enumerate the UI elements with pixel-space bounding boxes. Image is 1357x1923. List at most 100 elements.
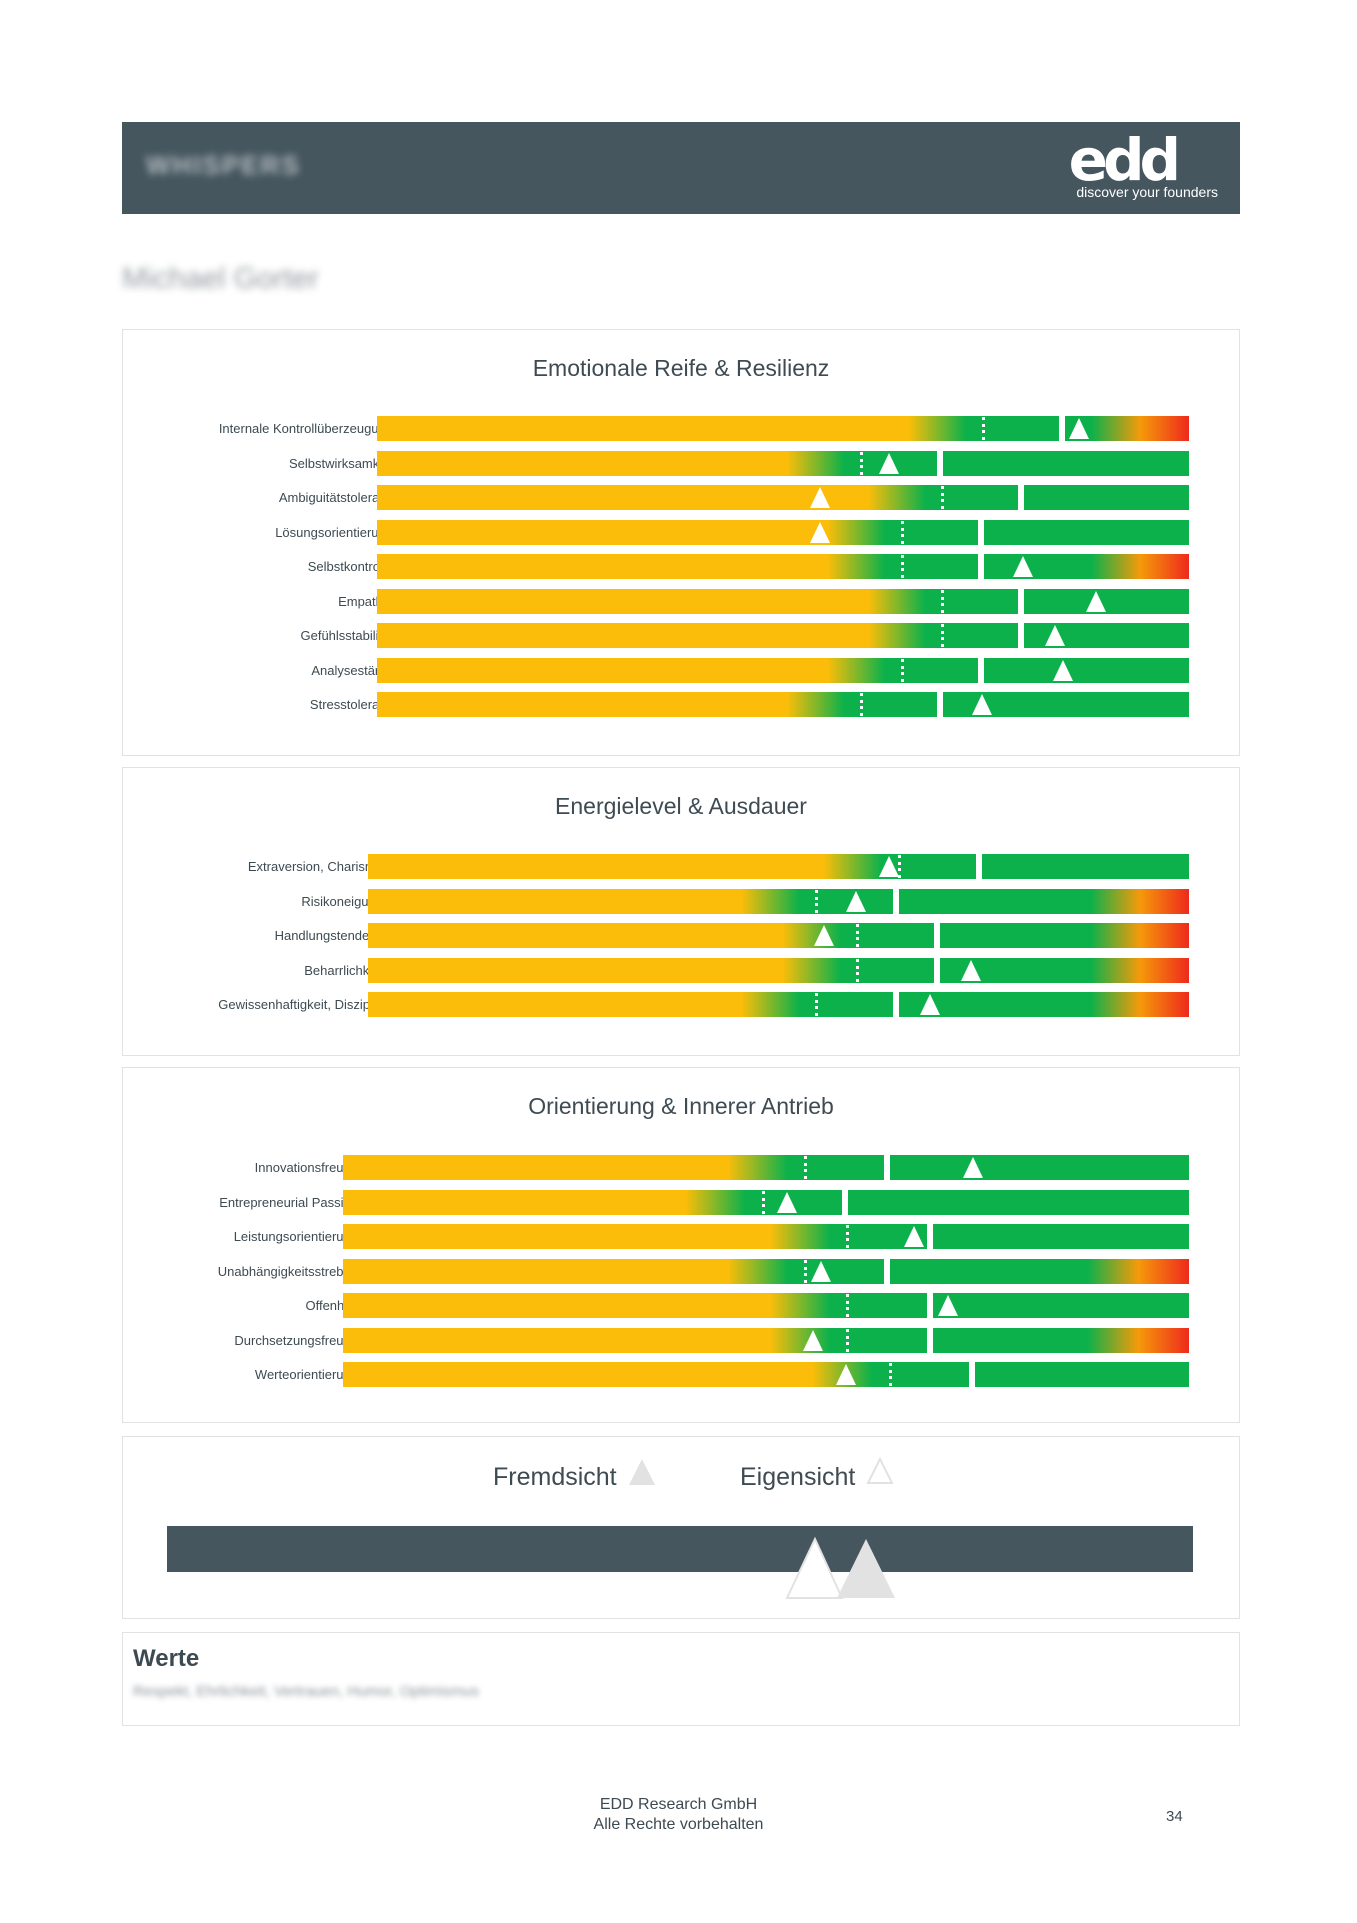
footer: EDD Research GmbH Alle Rechte vorbehalte… bbox=[0, 1795, 1357, 1835]
score-bar-separator bbox=[969, 1362, 975, 1387]
werte-panel: Werte Respekt, Ehrlichkeit, Vertrauen, H… bbox=[122, 1632, 1240, 1726]
external-assessment-triangle-icon bbox=[811, 1260, 831, 1282]
external-assessment-triangle-icon bbox=[904, 1226, 924, 1247]
score-bar bbox=[343, 1224, 1189, 1249]
score-bar bbox=[343, 1155, 1189, 1180]
legend-self-label: Eigensicht bbox=[740, 1463, 856, 1491]
self-assessment-marker bbox=[762, 1190, 765, 1214]
legend-scale-bar bbox=[167, 1526, 1193, 1572]
score-bar bbox=[377, 485, 1189, 510]
score-bar bbox=[368, 923, 1189, 948]
score-bar-separator bbox=[934, 957, 940, 983]
score-row: Empathie bbox=[123, 588, 1239, 614]
score-bar bbox=[377, 588, 1189, 614]
score-bar bbox=[377, 450, 1189, 476]
score-row: Entrepreneurial Passion bbox=[123, 1189, 1239, 1215]
score-bar-separator bbox=[978, 657, 984, 683]
score-row: Selbstwirksamkeit bbox=[123, 450, 1239, 476]
score-bar bbox=[343, 1293, 1189, 1318]
score-row: Ambiguitätstoleranz bbox=[123, 485, 1239, 510]
score-row: Extraversion, Charisma bbox=[123, 854, 1239, 879]
score-row: Unabhängigkeitsstreben bbox=[123, 1258, 1239, 1284]
score-bar bbox=[377, 554, 1189, 579]
score-bar-separator bbox=[1018, 588, 1024, 614]
score-row-label: Leistungsorientierung bbox=[233, 1229, 358, 1244]
legend-self-triangle-outline-icon bbox=[866, 1457, 894, 1484]
score-row: Internale Kontrollüberzeugung bbox=[123, 416, 1239, 441]
score-row-label: Entrepreneurial Passion bbox=[219, 1194, 358, 1210]
self-assessment-marker bbox=[898, 855, 901, 878]
legend-external-triangle-icon bbox=[629, 1459, 655, 1485]
external-assessment-triangle-icon bbox=[920, 994, 940, 1015]
score-row-label: Ambiguitätstoleranz bbox=[278, 490, 393, 505]
self-assessment-marker bbox=[941, 486, 944, 509]
self-assessment-marker bbox=[941, 624, 944, 647]
external-assessment-triangle-icon bbox=[777, 1191, 797, 1213]
score-row: Analysestärke bbox=[123, 657, 1239, 683]
score-row-label: Werteorientierung bbox=[254, 1367, 358, 1382]
score-row-label: Lösungsorientierung bbox=[275, 524, 393, 540]
score-bar-separator bbox=[927, 1224, 933, 1249]
score-row-label: Gefühlsstabilität bbox=[300, 628, 394, 643]
self-assessment-marker bbox=[860, 451, 863, 475]
external-assessment-triangle-icon bbox=[972, 694, 992, 715]
score-row-label: Beharrlichkeit bbox=[304, 962, 383, 978]
self-assessment-marker bbox=[856, 958, 859, 982]
score-row: Durchsetzungsfreude bbox=[123, 1327, 1239, 1353]
score-bar bbox=[343, 1189, 1189, 1215]
self-assessment-marker bbox=[846, 1225, 849, 1248]
external-assessment-triangle-icon bbox=[810, 521, 830, 543]
score-bar bbox=[377, 519, 1189, 545]
page-number: 34 bbox=[1166, 1808, 1183, 1825]
external-assessment-triangle-icon bbox=[803, 1329, 823, 1351]
logo-mark: edd bbox=[1068, 126, 1181, 194]
edd-logo: edd discover your founders bbox=[1038, 126, 1218, 204]
self-assessment-marker bbox=[901, 658, 904, 682]
score-bar-separator bbox=[1059, 416, 1065, 441]
self-assessment-marker bbox=[804, 1259, 807, 1283]
score-bar-separator bbox=[893, 888, 899, 914]
section-panel-emotionale-reife: Emotionale Reife & Resilienz Internale K… bbox=[122, 329, 1240, 756]
score-bar bbox=[368, 888, 1189, 914]
external-assessment-triangle-icon bbox=[810, 487, 830, 508]
section-panel-energielevel: Energielevel & Ausdauer Extraversion, Ch… bbox=[122, 767, 1240, 1056]
self-assessment-marker bbox=[804, 1156, 807, 1179]
score-bar-separator bbox=[893, 992, 899, 1017]
score-row: Gewissenhaftigkeit, Disziplin bbox=[123, 992, 1239, 1017]
external-assessment-triangle-icon bbox=[879, 452, 899, 474]
werte-title: Werte bbox=[133, 1645, 200, 1672]
score-row-label: Analysestärke bbox=[311, 662, 393, 678]
score-bar bbox=[343, 1362, 1189, 1387]
score-bar-separator bbox=[1018, 623, 1024, 648]
score-row-label: Durchsetzungsfreude bbox=[234, 1332, 358, 1348]
score-row: Offenheit bbox=[123, 1293, 1239, 1318]
score-bar-separator bbox=[927, 1327, 933, 1353]
score-row: Werteorientierung bbox=[123, 1362, 1239, 1387]
self-assessment-marker bbox=[889, 1363, 892, 1386]
score-row-label: Stresstoleranz bbox=[309, 697, 393, 712]
score-row: Leistungsorientierung bbox=[123, 1224, 1239, 1249]
legend-external-label: Fremdsicht bbox=[493, 1463, 617, 1491]
score-row: Stresstoleranz bbox=[123, 692, 1239, 717]
section-title: Orientierung & Innerer Antrieb bbox=[528, 1093, 834, 1119]
self-assessment-marker bbox=[846, 1294, 849, 1317]
external-assessment-triangle-icon bbox=[879, 856, 899, 877]
self-assessment-marker bbox=[856, 924, 859, 947]
score-bar bbox=[377, 692, 1189, 717]
section-panel-orientierung: Orientierung & Innerer Antrieb Innovatio… bbox=[122, 1067, 1240, 1423]
external-assessment-triangle-icon bbox=[814, 925, 834, 946]
score-row-label: Selbstwirksamkeit bbox=[288, 455, 393, 471]
score-row: Beharrlichkeit bbox=[123, 957, 1239, 983]
self-assessment-marker bbox=[815, 889, 818, 913]
external-assessment-triangle-icon bbox=[963, 1157, 983, 1178]
score-bar-separator bbox=[1018, 485, 1024, 510]
external-assessment-triangle-icon bbox=[846, 890, 866, 912]
self-assessment-marker bbox=[846, 1328, 849, 1352]
score-bar bbox=[343, 1327, 1189, 1353]
score-row: Risikoneigung bbox=[123, 888, 1239, 914]
score-bar bbox=[368, 854, 1189, 879]
score-bar-separator bbox=[978, 519, 984, 545]
score-bar bbox=[368, 992, 1189, 1017]
external-assessment-triangle-icon bbox=[1053, 659, 1073, 681]
score-row-label: Handlungstendenz bbox=[274, 928, 383, 943]
